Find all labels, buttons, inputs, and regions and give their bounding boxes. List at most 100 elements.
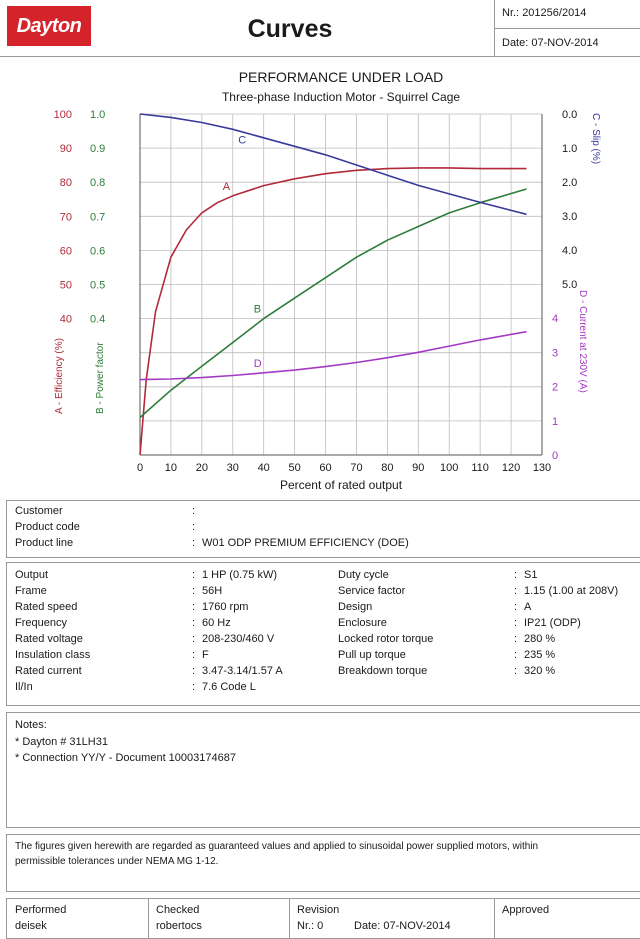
header-divider-h bbox=[494, 28, 640, 29]
axis-b-tick: 0.6 bbox=[90, 245, 105, 257]
x-tick-label: 20 bbox=[196, 462, 208, 474]
disclaimer-line-2: permissible tolerances under NEMA MG 1-1… bbox=[15, 856, 219, 867]
spec-label: Design bbox=[338, 601, 373, 613]
spec-colon: : bbox=[192, 585, 196, 597]
spec-value: 1 HP (0.75 kW) bbox=[202, 569, 277, 581]
series-b-label: B bbox=[254, 304, 261, 316]
axis-d-tick: 4 bbox=[552, 313, 558, 325]
performed-label: Performed bbox=[15, 904, 67, 916]
spec-value: A bbox=[524, 601, 532, 613]
spec-label: Pull up torque bbox=[338, 649, 406, 661]
series-a-label: A bbox=[223, 181, 231, 193]
spec-value: 320 % bbox=[524, 665, 556, 677]
chart-subtitle: Three-phase Induction Motor - Squirrel C… bbox=[222, 90, 460, 104]
spec-value: 56H bbox=[202, 585, 223, 597]
spec-colon: : bbox=[514, 633, 518, 645]
axis-b-tick: 1.0 bbox=[90, 109, 105, 121]
axis-c-tick: 0.0 bbox=[562, 109, 577, 121]
disclaimer-box bbox=[6, 834, 640, 892]
spec-value: 60 Hz bbox=[202, 617, 231, 629]
spec-colon: : bbox=[514, 585, 518, 597]
date-value: 07-NOV-2014 bbox=[531, 37, 599, 49]
spec-value: 280 % bbox=[524, 633, 556, 645]
spec-value: 1760 rpm bbox=[202, 601, 249, 613]
x-axis-label: Percent of rated output bbox=[280, 478, 403, 492]
product-label: Product line bbox=[15, 537, 74, 549]
x-tick-label: 130 bbox=[533, 462, 551, 474]
footer-divider-3 bbox=[494, 898, 495, 939]
spec-value: 3.47-3.14/1.57 A bbox=[202, 665, 283, 677]
spec-value: 208-230/460 V bbox=[202, 633, 275, 645]
spec-colon: : bbox=[192, 649, 196, 661]
spec-colon: : bbox=[192, 617, 196, 629]
spec-label: Rated current bbox=[15, 665, 82, 677]
spec-colon: : bbox=[192, 633, 196, 645]
axis-b-tick: 0.7 bbox=[90, 211, 105, 223]
spec-label: Insulation class bbox=[15, 649, 91, 661]
axis-c-tick: 1.0 bbox=[562, 143, 577, 155]
nr-field: Nr.: 201256/2014 bbox=[502, 7, 587, 19]
spec-label: Frequency bbox=[15, 617, 67, 629]
axis-d-tick: 2 bbox=[552, 382, 558, 394]
series-b-line bbox=[139, 188, 527, 419]
spec-label: Rated speed bbox=[15, 601, 78, 613]
axis-a-tick: 100 bbox=[54, 109, 72, 121]
spec-value: 1.15 (1.00 at 208V) bbox=[524, 585, 619, 597]
product-label: Customer bbox=[15, 505, 63, 517]
axis-d-tick: 1 bbox=[552, 416, 558, 428]
notes-title: Notes: bbox=[15, 719, 47, 731]
x-tick-label: 90 bbox=[412, 462, 424, 474]
spec-label: Frame bbox=[15, 585, 47, 597]
spec-colon: : bbox=[192, 665, 196, 677]
x-tick-label: 50 bbox=[288, 462, 300, 474]
product-value: W01 ODP PREMIUM EFFICIENCY (DOE) bbox=[202, 537, 409, 549]
approved-label: Approved bbox=[502, 904, 550, 916]
spec-colon: : bbox=[514, 649, 518, 661]
series-c-line bbox=[139, 113, 527, 216]
spec-label: Breakdown torque bbox=[338, 665, 428, 677]
x-tick-label: 60 bbox=[319, 462, 331, 474]
axis-d-tick: 0 bbox=[552, 450, 558, 462]
spec-label: Duty cycle bbox=[338, 569, 389, 581]
product-colon: : bbox=[192, 505, 196, 517]
x-tick-label: 110 bbox=[471, 462, 489, 474]
axis-a-tick: 60 bbox=[60, 245, 72, 257]
header-bottom-rule bbox=[0, 56, 640, 57]
revision-nr: Nr.: 0 bbox=[297, 920, 324, 932]
x-tick-label: 30 bbox=[227, 462, 239, 474]
series-d-line bbox=[139, 330, 527, 381]
chart-title: PERFORMANCE UNDER LOAD bbox=[239, 69, 444, 85]
x-tick-label: 100 bbox=[440, 462, 458, 474]
axis-a-tick: 40 bbox=[60, 314, 72, 326]
spec-colon: : bbox=[192, 601, 196, 613]
axis-d-tick: 3 bbox=[552, 347, 558, 359]
x-tick-label: 0 bbox=[137, 462, 143, 474]
axis-c-tick: 3.0 bbox=[562, 211, 577, 223]
spec-colon: : bbox=[514, 601, 518, 613]
chart-grid bbox=[139, 113, 543, 456]
checked-label: Checked bbox=[156, 904, 200, 916]
chart-series: A B C D bbox=[139, 113, 527, 456]
revision-date: Date: 07-NOV-2014 bbox=[354, 920, 451, 932]
axis-d-label: D - Current at 230V (A) bbox=[577, 290, 588, 393]
axis-b-tick: 0.5 bbox=[90, 280, 105, 292]
x-tick-label: 70 bbox=[350, 462, 362, 474]
notes-line-2: * Connection YY/Y - Document 10003174687 bbox=[15, 752, 236, 764]
date-field: Date: 07-NOV-2014 bbox=[502, 37, 599, 49]
axis-a-tick: 90 bbox=[60, 143, 72, 155]
nr-value: 201256/2014 bbox=[522, 7, 587, 19]
axis-a-label: A - Efficiency (%) bbox=[54, 338, 65, 414]
spec-label: Il/In bbox=[15, 681, 33, 693]
x-tick-label: 120 bbox=[502, 462, 520, 474]
footer-box bbox=[6, 898, 640, 939]
axis-b-tick: 0.4 bbox=[90, 314, 105, 326]
notes-box bbox=[6, 712, 640, 828]
spec-label: Locked rotor torque bbox=[338, 633, 434, 645]
axis-c-tick: 2.0 bbox=[562, 177, 577, 189]
spec-colon: : bbox=[514, 617, 518, 629]
x-tick-label: 80 bbox=[381, 462, 393, 474]
series-a-line bbox=[139, 167, 527, 456]
spec-colon: : bbox=[192, 569, 196, 581]
x-tick-label: 40 bbox=[258, 462, 270, 474]
axis-c-tick: 4.0 bbox=[562, 245, 577, 257]
